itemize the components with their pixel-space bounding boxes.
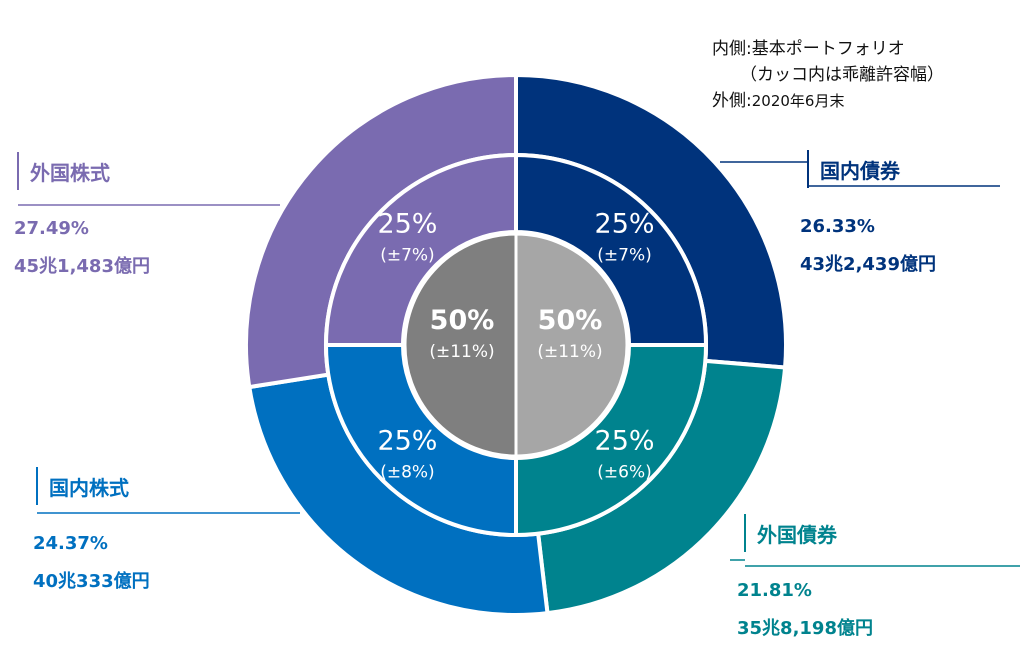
callout-name: 国内債券 (820, 159, 901, 183)
legend-outer-label: 外側:2020年6月末 (712, 88, 944, 114)
callout-amount: 35兆8,198億円 (737, 617, 873, 639)
middle-band-label: (±6%) (597, 463, 651, 483)
middle-band-label: (±7%) (597, 245, 651, 265)
leader-lines (17, 150, 1020, 567)
callout-percent: 21.81% (737, 580, 812, 601)
core-pct-label: 50% (538, 305, 603, 336)
inner-labels: 25% (±7%) 25% (±6%) 25% (±8%) 25% (±7%) 50% (±11%… (377, 208, 654, 482)
core-bonds (514, 232, 629, 458)
middle-pct-label: 25% (595, 426, 655, 457)
middle-pct-label: 25% (595, 208, 655, 239)
legend-inner-sub: （カッコ内は乖離許容幅） (740, 65, 944, 85)
callout-percent: 24.37% (33, 533, 108, 554)
middle-pct-label: 25% (377, 208, 437, 239)
legend-note: 内側:基本ポートフォリオ （カッコ内は乖離許容幅） 外側:2020年6月末 (712, 36, 944, 114)
middle-ring (323, 152, 709, 538)
core-band-label: (±11%) (429, 342, 494, 362)
middle-slice-foreign-stocks (323, 152, 518, 347)
middle-band-label: (±8%) (380, 463, 434, 483)
core-band-label: (±11%) (537, 342, 602, 362)
callout-amount: 40兆333億円 (33, 570, 150, 592)
middle-band-label: (±7%) (380, 245, 434, 265)
callout-percent: 26.33% (800, 216, 875, 237)
middle-slice-foreign-bonds (514, 343, 709, 538)
callout-amount: 45兆1,483億円 (14, 255, 150, 277)
core-stocks (403, 232, 518, 458)
legend-inner-label: 内側:基本ポートフォリオ (712, 39, 905, 59)
callout-name: 外国株式 (30, 161, 110, 185)
callout-name: 外国債券 (757, 523, 838, 547)
middle-slice-domestic-bonds (514, 152, 709, 347)
core-ring (403, 232, 629, 458)
core-pct-label: 50% (430, 305, 495, 336)
legend-outer-date: 2020年6月末 (751, 92, 845, 110)
callout-amount: 43兆2,439億円 (800, 253, 936, 275)
legend-outer-prefix: 外側: (712, 91, 752, 111)
middle-pct-label: 25% (377, 426, 437, 457)
callout-name: 国内株式 (49, 476, 129, 500)
middle-slice-domestic-stocks (323, 343, 518, 538)
callout-percent: 27.49% (14, 218, 89, 239)
